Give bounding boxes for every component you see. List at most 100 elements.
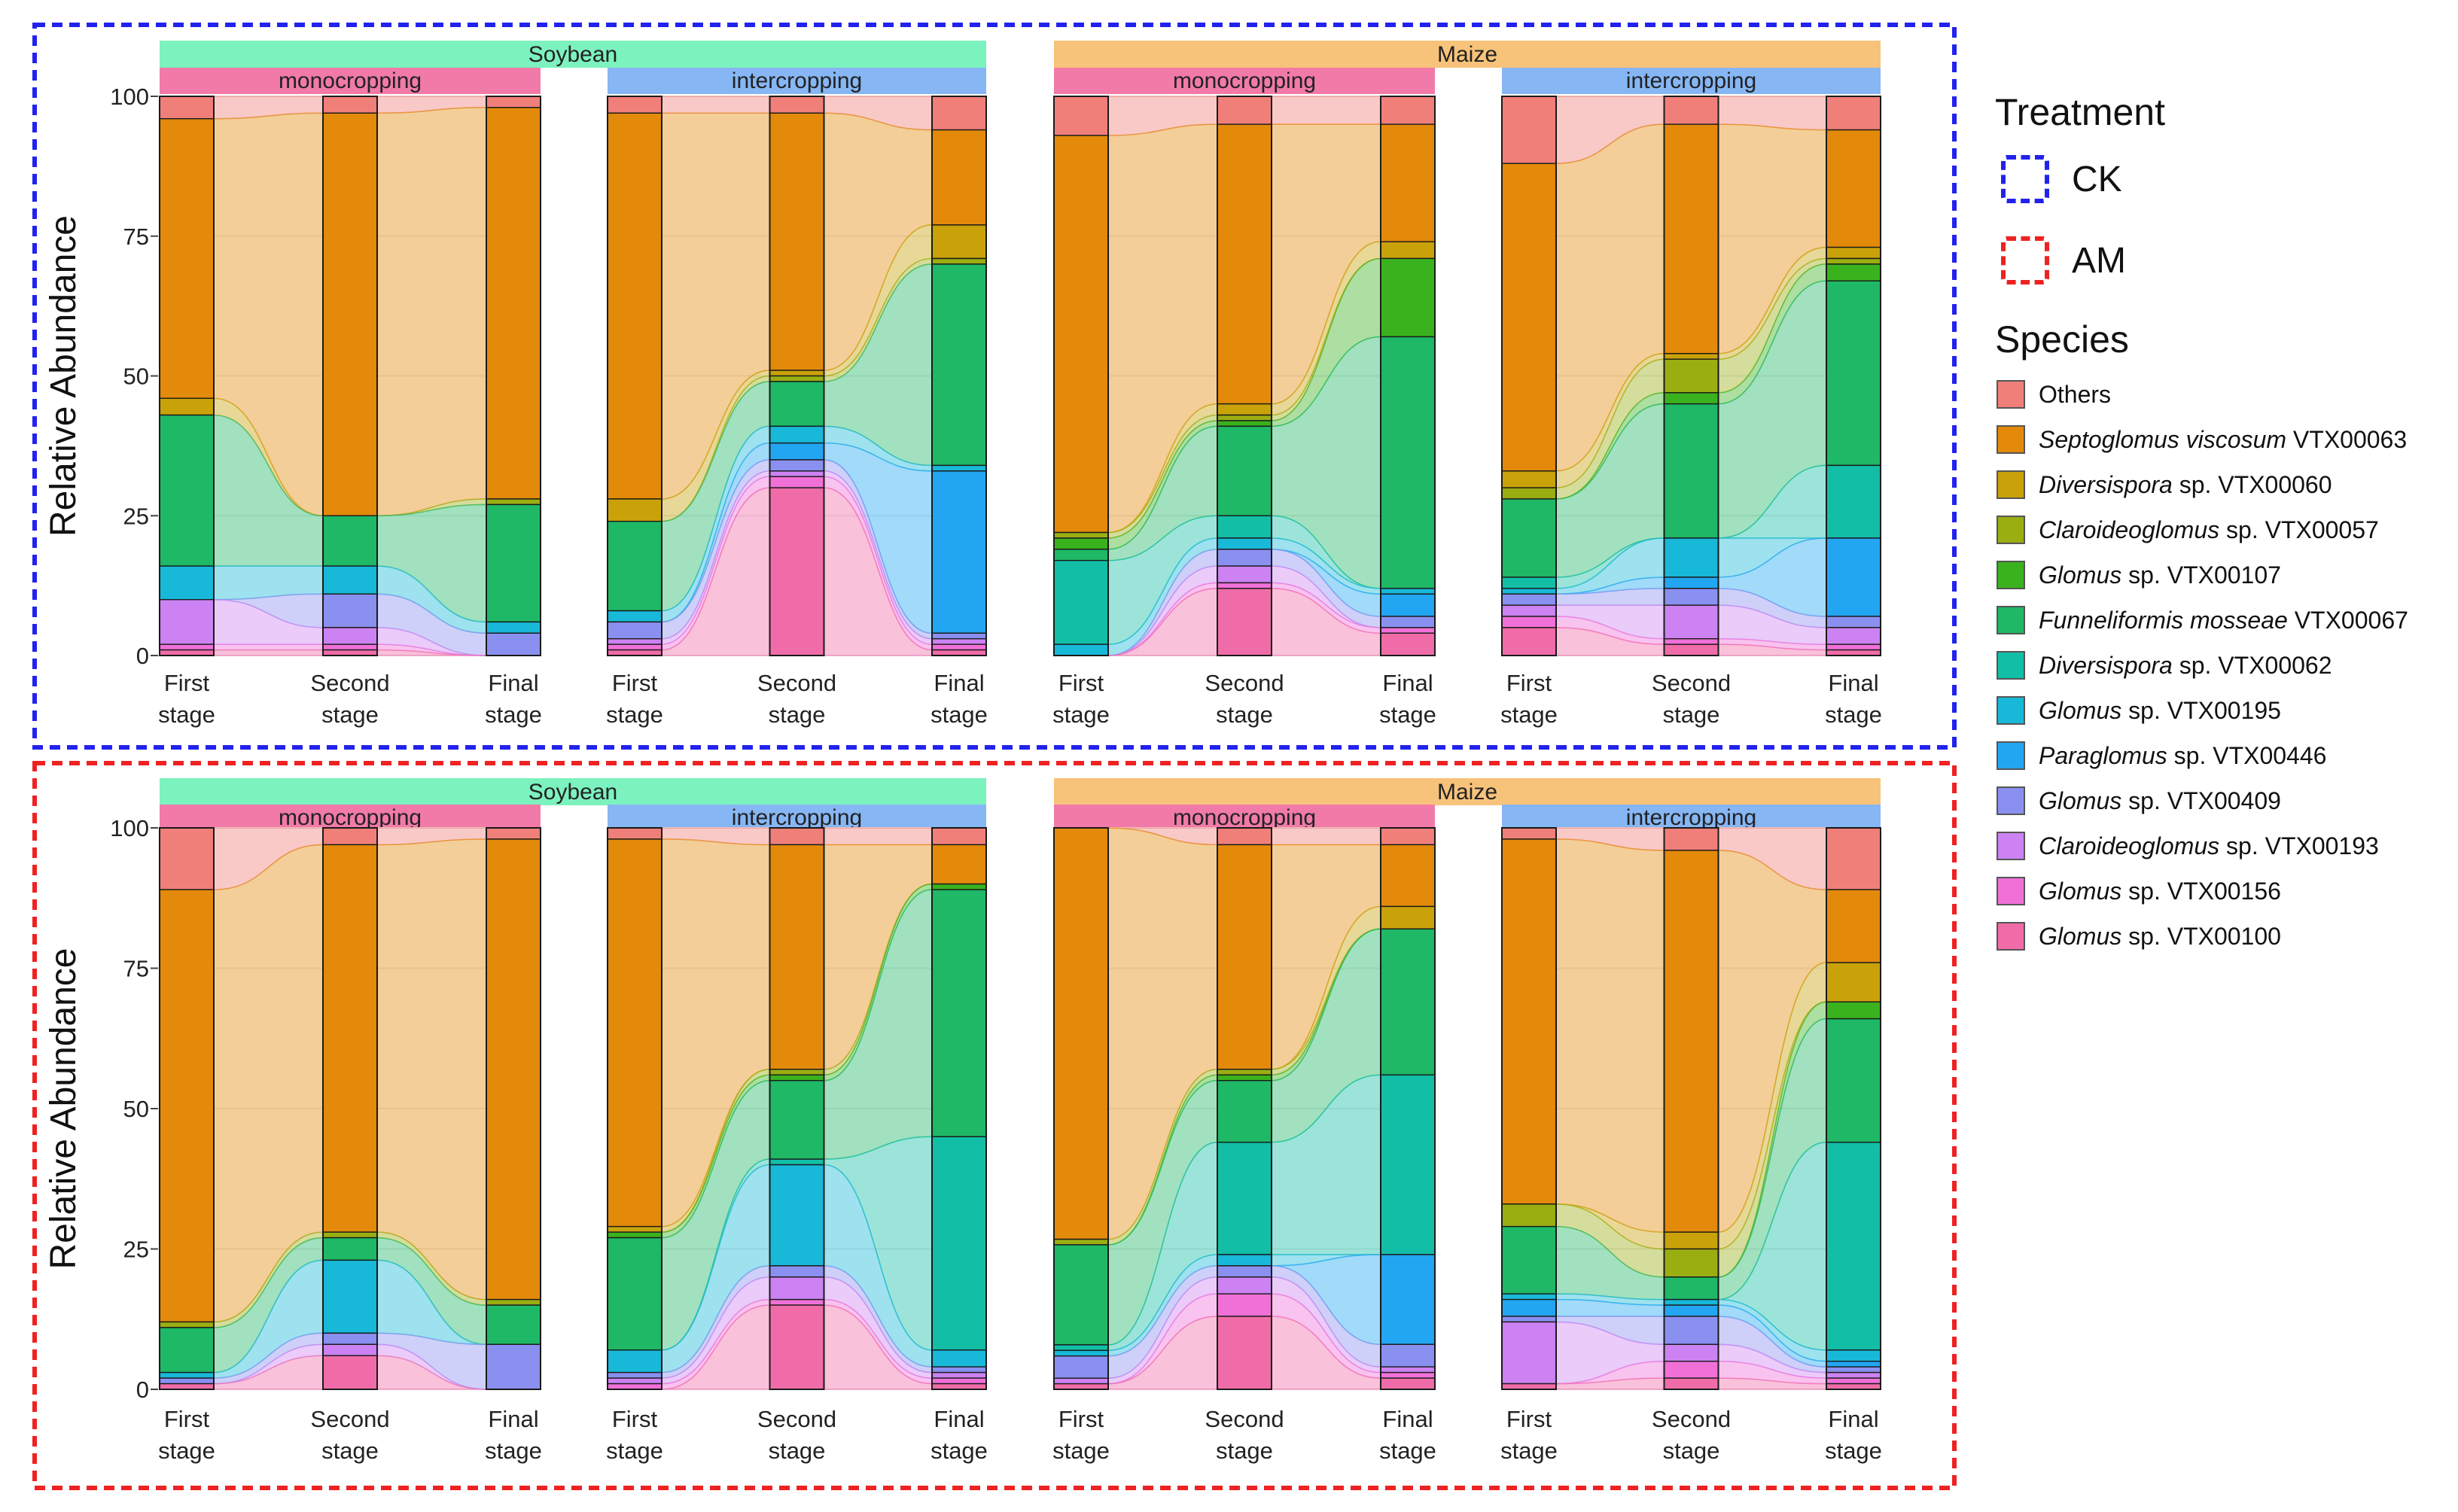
bar-segment [322,1231,378,1239]
bar-segment [1663,96,1719,125]
bar-segment [607,520,662,612]
system-strip [160,805,541,831]
legend-species-label: Glomus sp. VTX00107 [2039,561,2281,589]
bar-segment [1501,838,1557,1205]
bar-segment [1501,498,1557,578]
legend-species-swatch [1997,922,2025,951]
bar-segment [322,1332,378,1346]
legend-species-suffix: sp. VTX00446 [2167,741,2327,769]
bar-segment [1217,1254,1272,1267]
bar-segment [1380,905,1436,929]
bar-segment [322,593,378,628]
bar-segment [1053,1355,1109,1379]
legend-species-genus: Diversispora [2039,651,2173,679]
treatment-frame [32,761,1957,1490]
legend-species-label: Glomus sp. VTX00409 [2039,787,2281,815]
legend-species-item: Glomus sp. VTX00156 [1997,869,2445,914]
bar-segment [769,425,825,444]
bar-segment [931,96,987,131]
bar-segment [1217,414,1272,421]
x-tick-label: stage [1379,701,1436,728]
legend-treatment-ck: CK [2001,155,2445,203]
flow-layer [213,96,487,656]
legend-species-suffix: sp. VTX00156 [2121,877,2281,905]
legend-species-suffix: sp. VTX00062 [2172,651,2332,679]
bar-outline [1663,827,1719,1390]
bar-layer [1501,827,1881,1390]
bar-segment [769,1158,825,1166]
bar-outline [322,827,378,1390]
bar-segment [1053,96,1109,136]
bar-segment [607,838,662,1228]
x-tick-label: stage [1379,1437,1436,1464]
flow-layer [1107,827,1381,1390]
chart-figure: Relative Abundance 0 25 50 75 100 Soybean monoc… [32,23,1957,1490]
legend-species-title: Species [1995,318,2129,361]
bar-segment [159,565,215,601]
bar-segment [769,487,825,656]
flow-ribbon [823,827,933,846]
system-strip [608,805,986,831]
legend-species-swatch [1997,877,2025,905]
bar-segment [486,632,541,656]
system-strip-label: intercropping [1626,68,1756,93]
bar-segment [1826,616,1881,628]
bar-segment [607,638,662,645]
bar-segment [1663,392,1719,405]
legend-species-genus: Paraglomus [2039,741,2167,769]
legend-species-genus: Glomus [2039,786,2122,814]
bar-outline [1826,827,1881,1390]
flow-ribbon [1271,827,1381,846]
legend-species-genus: Claroideoglomus [2039,832,2220,859]
crop-strip-label: Maize [1437,780,1497,805]
bar-segment [486,498,541,506]
legend-species-suffix: sp. VTX00193 [2219,832,2379,859]
x-tick-label: stage [606,701,663,728]
legend-species-item: Paraglomus sp. VTX00446 [1997,733,2445,778]
bar-segment [322,515,378,567]
legend-species-suffix: sp. VTX00060 [2172,470,2332,498]
x-tick-label: stage [485,1437,542,1464]
bar-segment [1053,549,1109,561]
legend-species-genus: Glomus [2039,877,2122,905]
bar-segment [1501,1383,1557,1390]
bar-segment [1380,96,1436,125]
x-tick-label: stage [1500,1437,1558,1464]
x-tick-label: stage [1052,1437,1110,1464]
bar-segment [322,565,378,595]
bar-segment [931,1349,987,1367]
bar-segment [607,1377,662,1385]
bar-segment [1053,1244,1109,1346]
bar-segment [1826,962,1881,1002]
legend-species-swatch [1997,380,2025,409]
crop-strip-label: Soybean [528,780,617,805]
bar-outline [1217,827,1272,1390]
bar-segment [1826,643,1881,651]
bar-segment [1663,1298,1719,1306]
bar-segment [607,610,662,623]
bar-segment [769,442,825,461]
bar-segment [159,96,215,120]
bar-segment [1217,549,1272,567]
x-tick-label: Second [757,1406,836,1432]
x-tick-label: First [1506,670,1552,696]
bar-segment [1663,643,1719,656]
bar-segment [769,1079,825,1160]
legend-species-item: Glomus sp. VTX00409 [1997,778,2445,823]
system-strip-label: monocropping [1173,805,1316,830]
bar-segment [931,632,987,640]
bar-segment [1663,403,1719,539]
legend-species-suffix: sp. VTX00409 [2121,786,2281,814]
bar-segment [1053,531,1109,539]
flow-ribbon [376,107,487,517]
bar-segment [1380,844,1436,908]
bar-segment [1663,577,1719,589]
crop-strip-label: Maize [1437,42,1497,67]
legend-species-swatch [1997,561,2025,589]
bar-segment [1663,1231,1719,1250]
x-tick-label: stage [1663,1437,1720,1464]
bar-segment [1380,1254,1436,1346]
legend-species-genus: Diversispora [2039,470,2173,498]
bar-segment [1826,246,1881,260]
legend-ck-swatch [2001,155,2049,203]
